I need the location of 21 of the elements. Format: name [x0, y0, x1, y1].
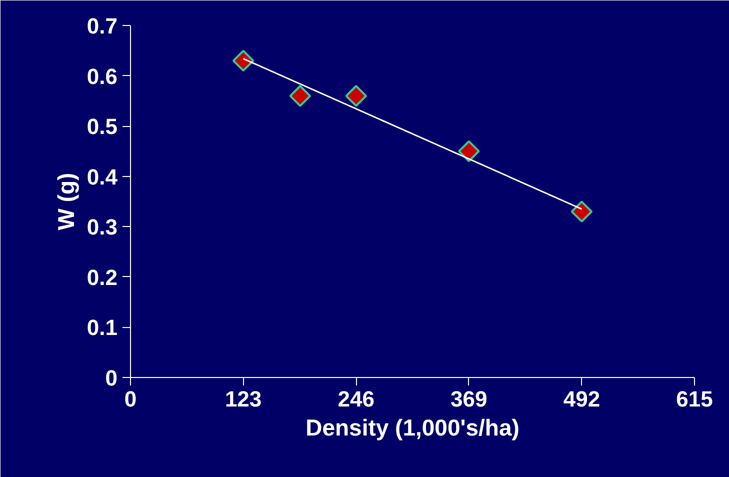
y-tick-label: 0.7 — [86, 14, 118, 38]
y-tick-label: 0.2 — [86, 264, 118, 290]
y-tick-label: 0.5 — [86, 114, 118, 140]
point — [345, 85, 367, 107]
x-tick-label: 369 — [450, 386, 488, 412]
y-tick-label: 0.1 — [86, 315, 118, 340]
point — [570, 200, 593, 222]
x-axis-title: Density (1,000's/ha) — [306, 414, 520, 440]
y-tick-label: 0.6 — [86, 64, 118, 89]
x-tick-label: 123 — [224, 386, 262, 412]
x-tick-label: 0 — [124, 386, 137, 412]
point — [458, 140, 480, 162]
y-tick-label: 0 — [105, 366, 118, 390]
y-tick-label: 0.4 — [86, 164, 118, 190]
point — [289, 85, 312, 107]
x-tick-label: 615 — [676, 386, 713, 412]
x-tick-label: 246 — [338, 386, 374, 412]
x-tick-label: 492 — [563, 386, 600, 412]
point — [232, 50, 254, 72]
y-axis-title: W (g) — [52, 172, 79, 230]
y-tick-label: 0.3 — [86, 214, 118, 240]
